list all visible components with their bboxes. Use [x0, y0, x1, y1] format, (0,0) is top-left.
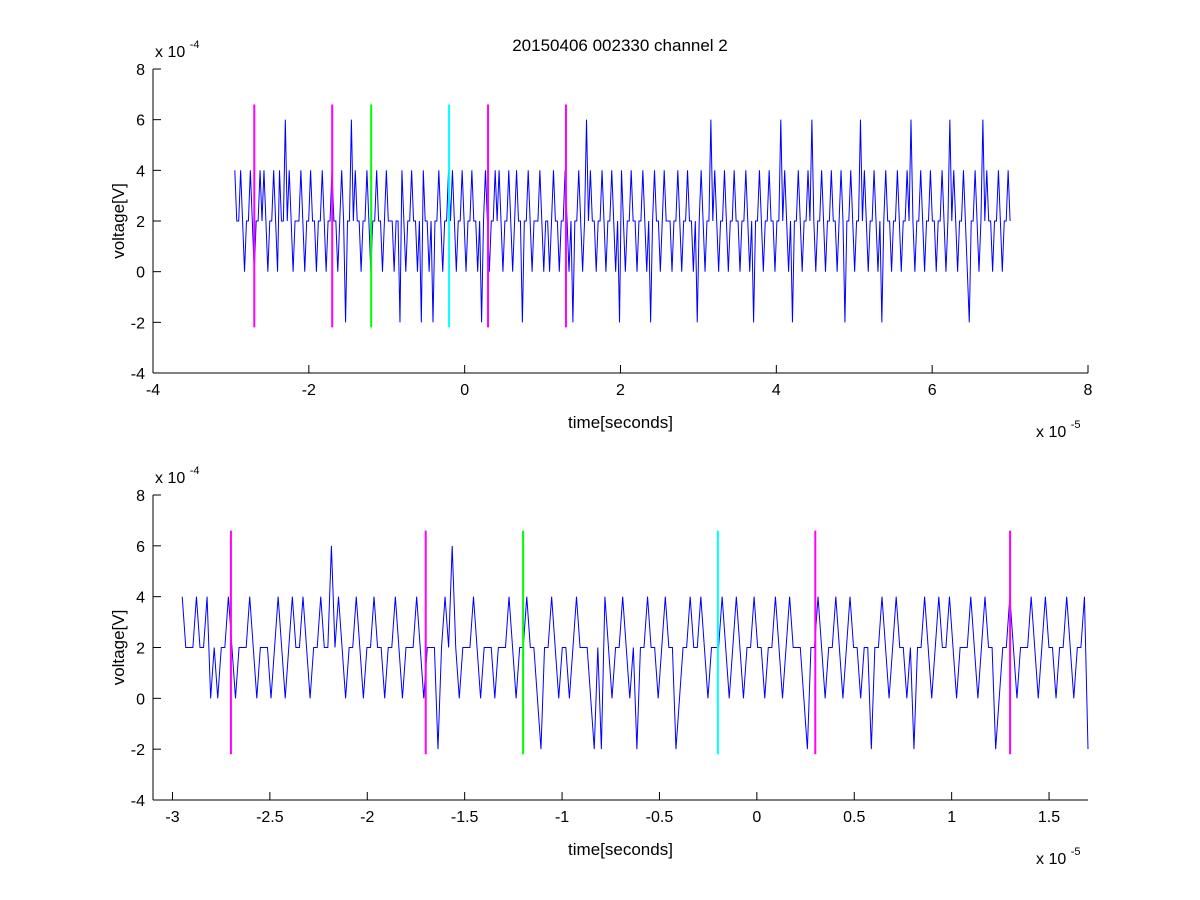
signal-trace	[181, 545, 1089, 750]
x-axis-label: time[seconds]	[568, 413, 673, 432]
y-exponent-label: x 10 -4	[155, 39, 199, 61]
x-tick-label: 2	[616, 382, 625, 399]
y-tick-label: -2	[131, 742, 145, 759]
y-axis-label: voltage[V]	[109, 610, 128, 686]
y-tick-label: 6	[136, 539, 145, 556]
x-tick-label: -2	[360, 809, 374, 826]
y-tick-label: -2	[131, 315, 145, 332]
y-tick-label: 6	[136, 113, 145, 130]
y-tick-label: 0	[136, 691, 145, 708]
x-exponent-label: x 10 -5	[1036, 419, 1080, 441]
signal-trace	[234, 119, 1011, 323]
x-axis-label: time[seconds]	[568, 840, 673, 859]
x-tick-label: 0.5	[843, 809, 865, 826]
x-exponent-power: -5	[1071, 846, 1081, 858]
x-tick-label: 0	[460, 382, 469, 399]
x-tick-label: -1.5	[451, 809, 479, 826]
x-tick-label: -1	[555, 809, 569, 826]
x-exponent-power: -5	[1071, 419, 1081, 431]
x-tick-label: 8	[1084, 382, 1093, 399]
x-tick-label: 0	[752, 809, 761, 826]
x-tick-label: -0.5	[646, 809, 674, 826]
x-tick-label: -4	[146, 382, 160, 399]
y-exponent-power: -4	[190, 465, 200, 477]
y-tick-label: -4	[131, 793, 145, 810]
y-tick-label: 4	[136, 590, 145, 607]
figure-title: 20150406 002330 channel 2	[512, 36, 728, 55]
x-tick-label: 1.5	[1038, 809, 1060, 826]
y-exponent-label: x 10 -4	[155, 465, 199, 487]
x-tick-label: -3	[165, 809, 179, 826]
y-tick-label: 8	[136, 488, 145, 505]
x-tick-label: 1	[947, 809, 956, 826]
top-plot: -4 -2 0 2 4 6 8 -4 -2 0 2 4 6 8 time[seconds] voltage[V…	[109, 39, 1093, 441]
x-exponent-label: x 10 -5	[1036, 846, 1080, 868]
y-tick-label: 8	[136, 62, 145, 79]
x-tick-label: 6	[928, 382, 937, 399]
x-tick-label: -2	[302, 382, 316, 399]
bottom-plot: -3 -2.5 -2 -1.5 -1 -0.5 0 0.5 1 1.5 -4 -2 0 2 4 6 8 time[…	[109, 465, 1089, 868]
y-tick-label: -4	[131, 366, 145, 383]
plot-area	[153, 495, 1088, 800]
y-axis-label: voltage[V]	[109, 183, 128, 259]
y-tick-label: 2	[136, 641, 145, 658]
x-tick-label: -2.5	[256, 809, 284, 826]
y-tick-label: 0	[136, 265, 145, 282]
y-exponent-power: -4	[190, 39, 200, 51]
x-tick-label: 4	[772, 382, 781, 399]
y-tick-label: 4	[136, 163, 145, 180]
y-tick-label: 2	[136, 214, 145, 231]
